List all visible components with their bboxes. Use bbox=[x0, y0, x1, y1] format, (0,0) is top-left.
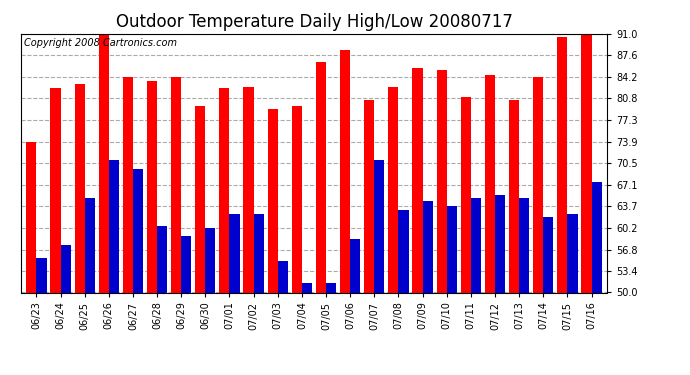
Bar bbox=[446, 206, 457, 292]
Bar bbox=[582, 34, 591, 292]
Bar bbox=[75, 84, 85, 292]
Bar bbox=[398, 210, 408, 292]
Bar bbox=[302, 283, 312, 292]
Bar bbox=[567, 214, 578, 292]
Bar bbox=[591, 182, 602, 292]
Bar bbox=[171, 76, 181, 292]
Bar bbox=[195, 106, 206, 292]
Bar bbox=[543, 217, 553, 292]
Bar bbox=[85, 198, 95, 292]
Bar bbox=[230, 214, 239, 292]
Bar bbox=[26, 142, 37, 292]
Bar bbox=[422, 201, 433, 292]
Bar bbox=[558, 37, 567, 292]
Bar bbox=[461, 97, 471, 292]
Bar bbox=[374, 160, 384, 292]
Title: Outdoor Temperature Daily High/Low 20080717: Outdoor Temperature Daily High/Low 20080… bbox=[115, 13, 513, 31]
Bar bbox=[509, 100, 519, 292]
Bar bbox=[485, 75, 495, 292]
Bar bbox=[123, 76, 133, 292]
Bar bbox=[413, 69, 422, 292]
Bar bbox=[326, 283, 336, 292]
Bar bbox=[109, 160, 119, 292]
Bar bbox=[37, 258, 46, 292]
Bar bbox=[388, 87, 398, 292]
Text: Copyright 2008 Cartronics.com: Copyright 2008 Cartronics.com bbox=[23, 38, 177, 48]
Bar bbox=[147, 81, 157, 292]
Bar bbox=[471, 198, 481, 292]
Bar bbox=[533, 76, 543, 292]
Bar bbox=[350, 239, 360, 292]
Bar bbox=[50, 88, 61, 292]
Bar bbox=[495, 195, 505, 292]
Bar bbox=[157, 226, 167, 292]
Bar bbox=[181, 236, 191, 292]
Bar bbox=[364, 100, 374, 292]
Bar bbox=[99, 34, 109, 292]
Bar bbox=[268, 110, 278, 292]
Bar bbox=[278, 261, 288, 292]
Bar bbox=[437, 70, 446, 292]
Bar bbox=[292, 106, 302, 292]
Bar bbox=[519, 198, 529, 292]
Bar bbox=[340, 50, 350, 292]
Bar bbox=[61, 245, 70, 292]
Bar bbox=[244, 87, 254, 292]
Bar bbox=[316, 62, 326, 292]
Bar bbox=[133, 170, 143, 292]
Bar bbox=[206, 228, 215, 292]
Bar bbox=[219, 88, 230, 292]
Bar bbox=[254, 214, 264, 292]
